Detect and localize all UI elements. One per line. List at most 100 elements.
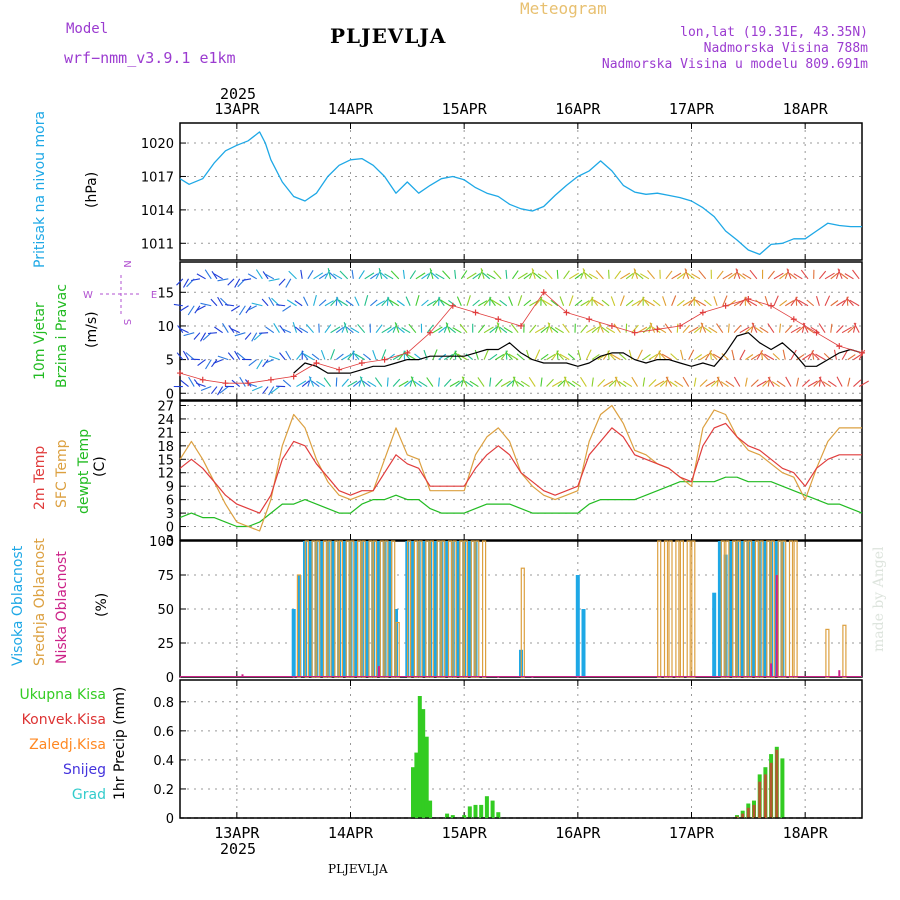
wind-barb [489,326,498,334]
wind-barb [676,299,685,307]
cloud-bar [445,541,450,677]
wind-barb [469,380,479,388]
wind-barb [285,350,292,360]
wind-barb [593,299,604,307]
wind-barb [248,359,258,367]
wind-barb [745,326,753,334]
wind-gust-line [179,291,863,384]
wind-barb [374,377,383,387]
temperature-ytick-label: 9 [166,480,174,495]
wind-barb [595,270,604,280]
wind-barb [818,376,826,387]
wind-barb [721,353,729,361]
precip-bar [421,709,426,818]
wind-barb [478,300,488,307]
wind-barb [262,271,269,280]
wind-barb [779,272,788,280]
wind-barb [196,382,206,388]
cloud-bar [838,670,841,677]
wind-barb [185,352,195,361]
wind-barb [704,299,712,307]
wind-barb [182,350,189,360]
wind-barb [762,379,770,387]
wind-barb [217,386,224,396]
wind-barb [196,305,206,311]
footer-title: PLJEVLJA [328,862,388,876]
wind-barb [335,377,338,387]
precip-bar [735,816,739,818]
temperature-ytick-label: 27 [157,399,174,414]
wind-barb [432,326,443,334]
precip-bar [780,758,785,818]
wind-barb [392,378,401,387]
wind-barb [700,322,707,333]
precip-ytick-label: 0.6 [153,725,174,740]
wind-barb [580,300,590,307]
wind-barb [574,299,583,307]
wind-barb [242,278,252,281]
pressure-frame [179,122,863,261]
temperature-ytick-label: 0 [166,521,174,536]
cloud-bar [470,540,475,678]
wind-barb [381,349,387,360]
cloud-bar [422,541,427,677]
cloud-bar [576,677,579,678]
wind-barb [767,323,775,333]
wind-barb [841,349,849,360]
wind-barb [179,305,189,312]
wind-barb [633,268,639,280]
clouds-ytick-label: 75 [157,569,174,584]
wind-barb [562,323,570,334]
pressure-ytick-label: 1011 [141,237,174,252]
wind-barb [219,386,229,394]
wind-barb [210,386,218,395]
wind-barb [405,296,411,306]
wind-barb [591,326,600,334]
wind-barb [456,296,462,306]
wind-barb [608,379,617,387]
wind-barb [722,295,728,306]
precip-ytick-label: 0.8 [153,696,174,711]
wind-barb [431,272,439,280]
wind-barb [472,299,480,307]
wind-barb [693,297,701,307]
wind-barb [806,299,815,307]
wind-barb [268,278,280,282]
precip-bar [484,796,489,818]
wind-barb [483,349,489,360]
compass-rose [100,275,142,315]
wind-barb [759,326,769,334]
wind-barb [652,326,661,334]
wind-barb [779,323,782,333]
wind-barb [357,323,366,334]
wind-barb [739,349,746,360]
wind-barb [713,296,718,306]
wind-barb [540,326,549,334]
wind-barb [370,299,378,307]
wind-barb [449,380,460,388]
wind-barb [461,376,468,387]
wind-barb [569,272,579,280]
wind-barb [426,324,434,334]
wind-barb [211,270,218,280]
wind-barb [534,349,541,360]
precip-bar [428,800,433,818]
cloud-bar [436,540,441,678]
wind-barb [620,272,631,280]
wind-barb [852,269,860,280]
wind-barb [493,270,502,280]
wind-barb [214,326,223,334]
wind-barb [500,380,511,388]
wind-barb [786,268,792,280]
wind-barb [563,270,570,280]
precip-bar [424,736,429,818]
wind-barb [364,272,375,280]
wind-barb [554,327,564,334]
wind-barb [773,295,779,306]
wind-barb [523,273,532,280]
wind-barb [837,268,843,280]
wind-barb [516,380,525,387]
wind-barb [523,299,532,307]
wind-barb [520,380,530,388]
wind-barb [204,269,212,280]
